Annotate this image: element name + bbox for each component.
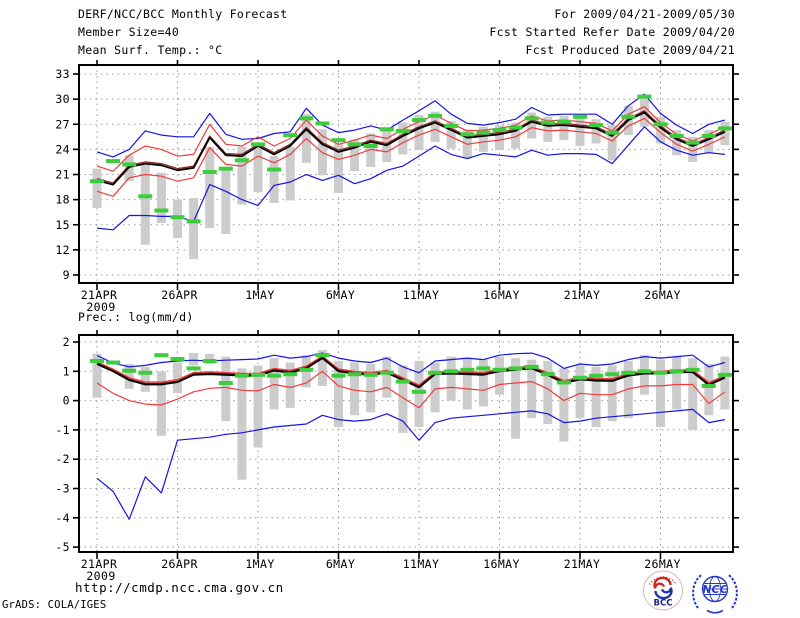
temp-chart-title: Mean Surf. Temp.: °C <box>78 43 223 57</box>
bcc-logo-arc-text <box>648 576 678 585</box>
ncc-logo-wreath <box>692 573 738 614</box>
svg-text:9: 9 <box>63 268 70 282</box>
svg-text:21: 21 <box>55 168 70 182</box>
fcst-produced-label: Fcst Produced Date 2009/04/21 <box>525 43 735 57</box>
svg-text:2009: 2009 <box>86 569 115 583</box>
svg-text:2: 2 <box>63 335 70 349</box>
svg-text:16MAY: 16MAY <box>483 288 520 302</box>
svg-text:12: 12 <box>55 243 70 257</box>
svg-text:30: 30 <box>55 92 70 106</box>
ncc-logo-label: NCC <box>702 583 727 596</box>
svg-text:-5: -5 <box>55 540 70 554</box>
bcc-logo: BCC <box>643 570 683 611</box>
svg-text:0: 0 <box>63 394 70 408</box>
ncc-logo-globe <box>701 575 729 603</box>
grads-credit: GrADS: COLA/IGES <box>2 599 107 611</box>
source-url: http://cmdp.ncc.cma.gov.cn <box>75 580 284 595</box>
svg-text:26MAY: 26MAY <box>644 288 681 302</box>
bcc-logo-blue-swirl <box>654 587 673 600</box>
ncc-logo: NCC <box>692 573 738 614</box>
svg-text:11MAY: 11MAY <box>403 557 440 571</box>
fcst-refer-date-label: Fcst Started Refer Date 2009/04/20 <box>489 25 735 39</box>
svg-text:21APR: 21APR <box>81 288 118 302</box>
svg-text:18: 18 <box>55 193 70 207</box>
svg-text:11MAY: 11MAY <box>403 288 440 302</box>
svg-text:27: 27 <box>55 117 70 131</box>
svg-text:6MAY: 6MAY <box>326 288 355 302</box>
svg-text:1MAY: 1MAY <box>245 288 274 302</box>
svg-text:33: 33 <box>55 67 70 81</box>
bcc-logo-label: BCC <box>654 599 673 609</box>
svg-text:1MAY: 1MAY <box>245 557 274 571</box>
svg-text:26APR: 26APR <box>161 557 198 571</box>
svg-text:1: 1 <box>63 364 70 378</box>
svg-text:6MAY: 6MAY <box>326 557 355 571</box>
page-title: DERF/NCC/BCC Monthly Forecast <box>78 7 288 21</box>
svg-text:26APR: 26APR <box>161 288 198 302</box>
svg-text:24: 24 <box>55 142 70 156</box>
svg-text:21MAY: 21MAY <box>564 288 601 302</box>
forecast-range-label: For 2009/04/21-2009/05/30 <box>554 7 735 21</box>
svg-text:26MAY: 26MAY <box>644 557 681 571</box>
bcc-logo-red-swirl <box>653 576 672 589</box>
svg-text:16MAY: 16MAY <box>483 557 520 571</box>
svg-text:2009: 2009 <box>86 300 115 314</box>
svg-text:-4: -4 <box>55 511 70 525</box>
svg-text:-2: -2 <box>55 452 70 466</box>
svg-text:-3: -3 <box>55 482 70 496</box>
prec-chart-title: Prec.: log(mm/d) <box>78 310 194 324</box>
svg-text:21MAY: 21MAY <box>564 557 601 571</box>
svg-text:-1: -1 <box>55 423 70 437</box>
svg-text:21APR: 21APR <box>81 557 118 571</box>
member-size-label: Member Size=40 <box>78 25 180 39</box>
svg-text:15: 15 <box>55 218 70 232</box>
